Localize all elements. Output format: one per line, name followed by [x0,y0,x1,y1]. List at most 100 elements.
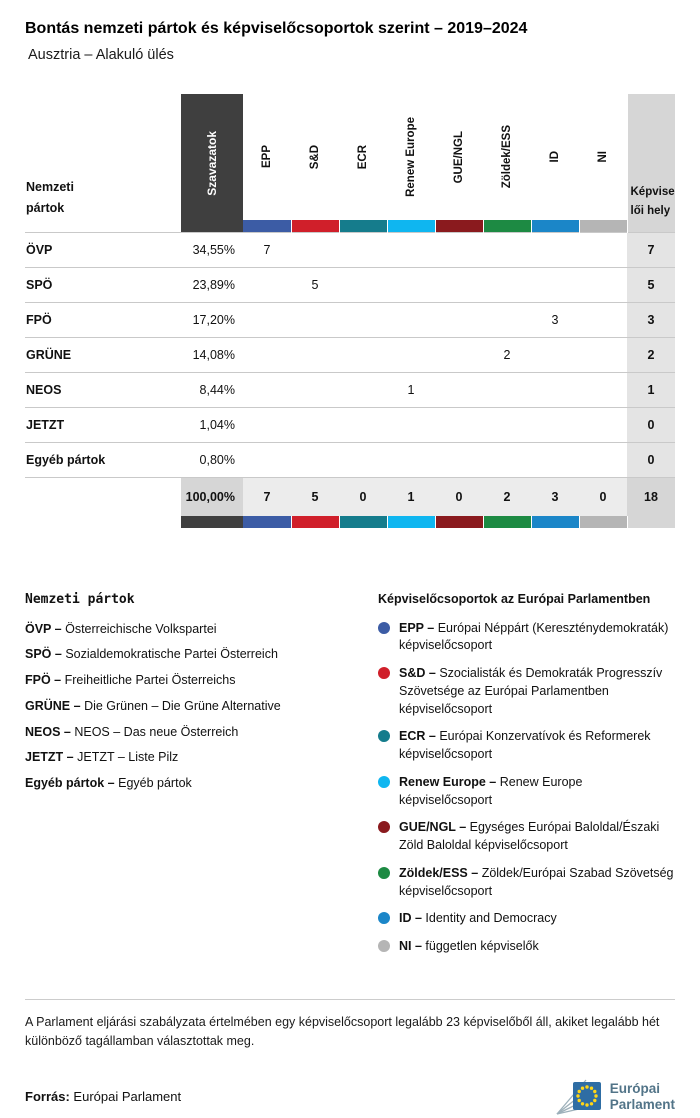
party-name: Sozialdemokratische Partei Österreich [65,647,278,662]
group-color-bar [483,220,531,232]
group-seats-cell [387,267,435,303]
group-seats-cell [339,372,387,408]
group-seats-cell [243,302,291,338]
group-item: ECR – Európai Konzervatívok és Reformere… [378,728,675,764]
group-desc: Renew Europe képviselőcsoport [399,774,583,807]
total-group-seats-cell: 0 [579,477,627,516]
groups-legend: Képviselőcsoportok az Európai Parlamentb… [378,592,675,966]
group-desc: Szocialisták és Demokraták Progresszív S… [399,666,663,716]
votes-cell: 17,20% [181,302,243,338]
group-color-bar [387,515,436,528]
group-seats-cell [483,407,531,443]
total-group-seats-cell: 2 [483,477,531,516]
group-color-bar [387,220,435,232]
national-party-item: JETZT – JETZT – Liste Pilz [25,749,378,765]
total-group-seats-cell: 0 [339,477,387,516]
group-seats-cell [579,442,627,478]
group-seats-cell [387,407,435,443]
group-seats-cell [243,407,291,443]
group-color-dot [378,730,390,743]
party-abbr: FPÖ – [25,673,62,687]
group-seats-cell [435,442,483,478]
group-seats-cell [435,232,483,268]
group-color-dot [378,667,390,679]
group-text: EPP – Európai Néppárt (Kereszténydemokra… [399,620,675,656]
table-header-seats: Képvise lői hely [627,94,675,233]
group-seats-cell [291,372,339,408]
group-seats-cell [339,267,387,303]
group-seats-cell [339,407,387,443]
group-desc: Identity and Democracy [425,911,557,926]
national-party-item: SPÖ – Sozialdemokratische Partei Österre… [25,646,378,662]
table-header-group: ECR [339,94,388,233]
party-abbr: NEOS – [25,724,71,739]
votes-cell: 8,44% [181,372,243,408]
group-seats-cell [531,372,579,408]
seats-cell: 3 [627,302,675,338]
seats-cell: 2 [627,337,675,373]
page-title: Bontás nemzeti pártok és képviselőcsopor… [25,20,528,37]
group-header-label: Zöldek/ESS [501,125,513,189]
group-seats-cell [387,302,435,338]
group-seats-cell [531,337,579,373]
group-seats-cell [579,267,627,303]
group-seats-cell [339,337,387,373]
source: Forrás: Európai Parlament [25,1089,181,1104]
seats-color-bar [627,515,675,528]
group-desc: Európai Konzervatívok és Reformerek képv… [399,729,651,761]
group-color-dot [378,621,390,634]
group-seats-cell [435,337,483,373]
national-party-item: GRÜNE – Die Grünen – Die Grüne Alternati… [25,698,378,714]
national-party-item: FPÖ – Freiheitliche Partei Österreichs [25,672,378,688]
group-item: GUE/NGL – Egységes Európai Baloldal/Észa… [378,819,675,855]
votes-cell: 23,89% [181,267,243,303]
group-seats-cell [483,442,531,478]
groups-legend-title: Képviselőcsoportok az Európai Parlamentb… [378,591,651,606]
group-seats-cell [387,232,435,268]
group-color-dot [378,775,390,788]
party-name: JETZT – Liste Pilz [77,750,179,765]
seats-header-label: Képvise lői hely [630,186,675,217]
seats-cell: 0 [627,407,675,443]
group-seats-cell [339,442,387,478]
group-text: Zöldek/ESS – Zöldek/Európai Szabad Szöve… [399,865,675,901]
group-abbr: ECR – [399,729,436,744]
party-row: GRÜNE 14,08% 2 2 [25,337,675,373]
group-item: ID – Identity and Democracy [378,910,675,928]
total-group-seats-cell: 0 [435,477,483,516]
group-header-label: EPP [260,145,273,169]
group-seats-cell [339,232,387,268]
group-seats-cell [531,442,579,478]
table-header-group: GUE/NGL [435,94,484,233]
party-abbr: Egyéb pártok – [25,776,115,790]
group-color-bar [243,220,291,232]
footnote: A Parlament eljárási szabályzata értelmé… [25,1014,660,1049]
group-seats-cell [243,442,291,478]
group-abbr: EPP – [399,620,435,635]
votes-cell: 14,08% [181,337,243,373]
party-row: ÖVP 34,55% 7 7 [25,232,675,268]
group-header-label: NI [597,151,609,163]
group-text: Renew Europe – Renew Europe képviselőcso… [399,774,675,810]
group-color-bar [339,515,388,528]
group-color-bar [435,220,483,232]
party-name: Freiheitliche Partei Österreichs [64,673,236,687]
group-text: ECR – Európai Konzervatívok és Reformere… [399,728,675,764]
ep-logo: Európai Parlament [556,1076,675,1118]
total-group-seats-cell: 3 [531,477,579,516]
group-seats-cell [435,407,483,443]
source-label: Forrás: [25,1089,70,1104]
group-seats-cell: 7 [243,232,291,268]
table-header-group: EPP [243,94,292,233]
groups-list: EPP – Európai Néppárt (Kereszténydemokra… [378,620,675,956]
party-name-cell: ÖVP [25,232,181,268]
group-seats-cell: 1 [387,372,435,408]
group-abbr: GUE/NGL – [399,820,467,835]
group-item: Renew Europe – Renew Europe képviselőcso… [378,774,675,810]
table-header-group: Renew Europe [387,94,436,233]
total-seats-cell: 18 [627,477,675,516]
group-seats-cell [531,232,579,268]
group-seats-cell [291,337,339,373]
group-item: S&D – Szocialisták és Demokraták Progres… [378,665,675,718]
group-color-bar [291,220,339,232]
